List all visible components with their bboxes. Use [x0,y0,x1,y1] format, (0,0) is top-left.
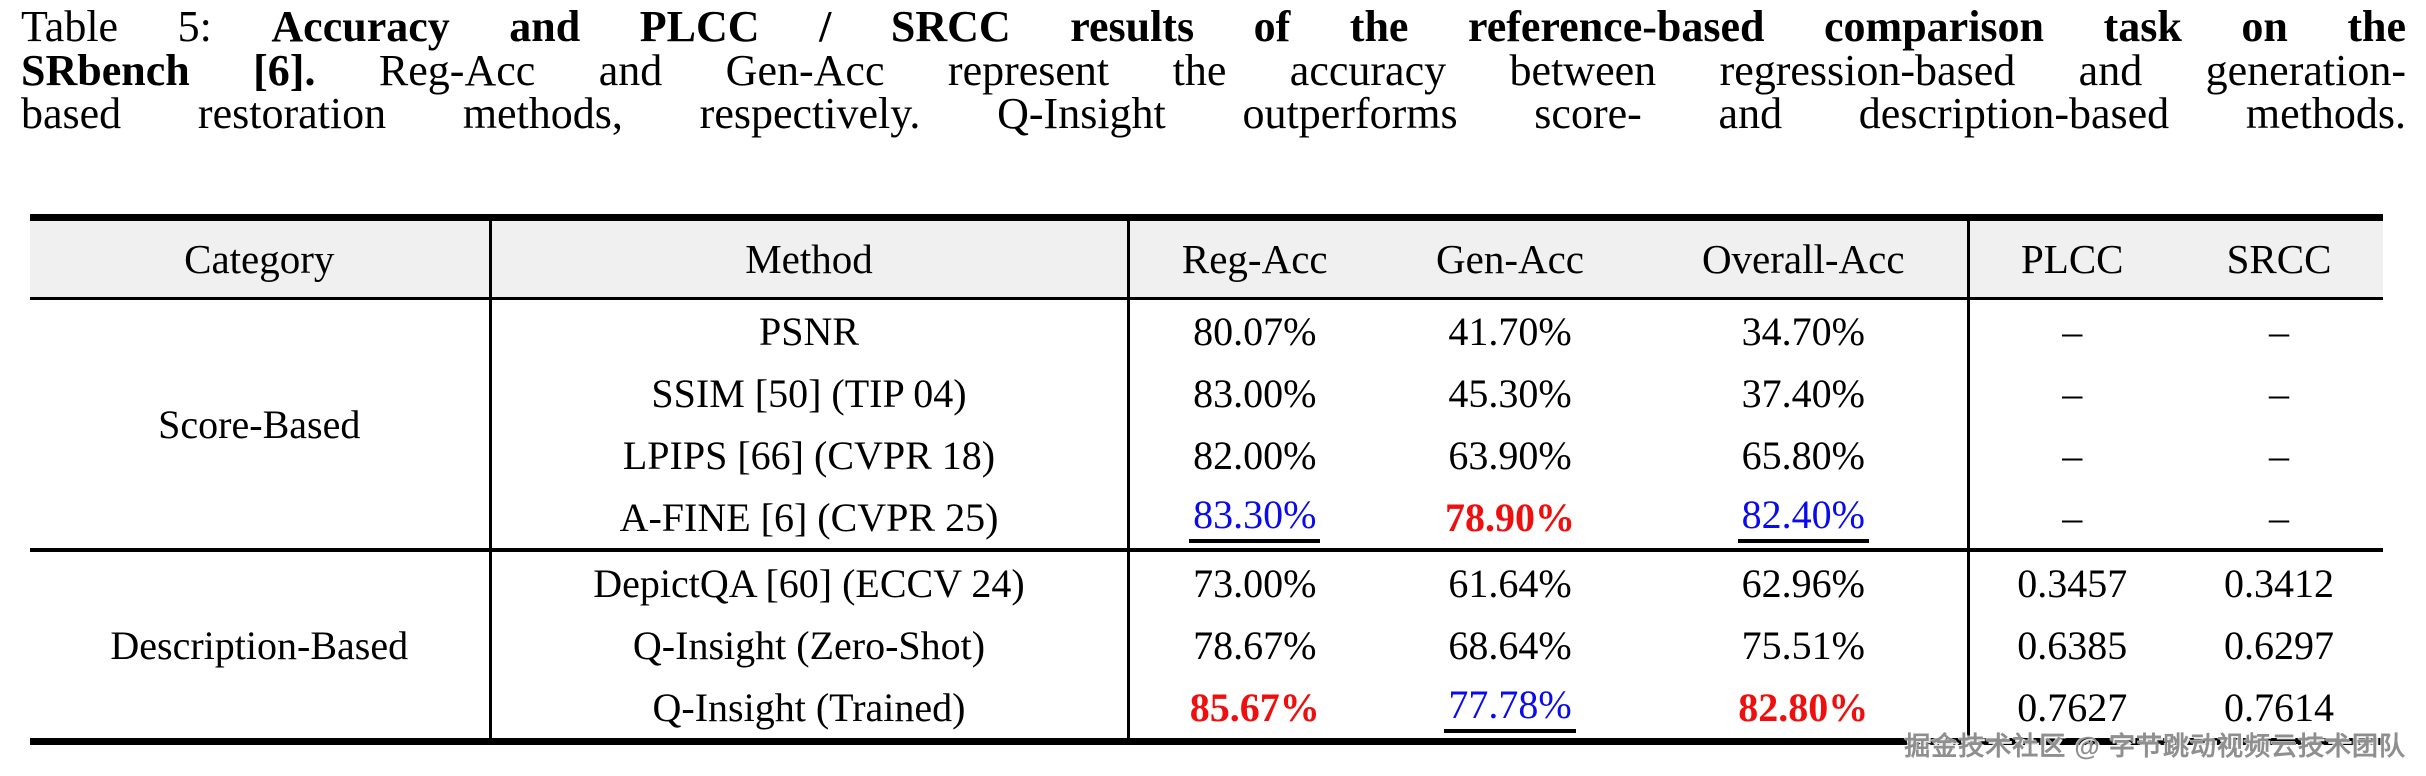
value-cell: 0.7614 [2224,684,2334,730]
watermark: 掘金技术社区 @ 字节跳动视频云技术团队 [1904,731,2406,761]
value-cell: 0.3412 [2175,548,2383,614]
method-cell: SSIM [50] (TIP 04) [490,362,1130,424]
value-cell: – [2062,308,2083,354]
value-cell: 65.80% [1640,424,1970,486]
caption-text: based restoration methods, respectively.… [21,89,2406,138]
col-header-reg-acc: Reg-Acc [1128,217,1380,300]
caption-line: Table 5: Accuracy and PLCC / SRCC result… [21,5,2406,49]
value-cell: 68.64% [1448,622,1572,668]
second-best-value: 77.78% [1444,684,1576,733]
table-row: Description-Based DepictQA [60] (ECCV 24)… [30,548,2383,742]
table-row: LPIPS [66] (CVPR 18) 82.00% 63.90% 65.80% – – [30,424,2383,486]
value-cell: 0.7627 [2017,684,2128,730]
caption-line: SRbench [6]. Reg-Acc and Gen-Acc represe… [21,45,2406,95]
value-cell: 0.6385 [2017,622,2128,668]
best-value: 85.67% [1189,684,1320,730]
method-cell: PSNR [490,298,1130,362]
value-cell: 0.6297 [2224,622,2334,668]
method-cell: LPIPS [66] (CVPR 18) [490,424,1130,486]
value-cell: – [2062,494,2083,540]
value-cell: 83.00% [1193,370,1317,416]
category-cell: Description-Based [30,548,492,742]
value-cell: – [2269,494,2289,540]
best-value: 78.90% [1445,494,1575,540]
table-row: A-FINE [6] (CVPR 25) 83.30% 78.90% 82.40% – – [30,486,2383,550]
category-cell: Score-Based [30,298,492,550]
value-cell: 85.67% [1128,676,1380,742]
second-best-value: 83.30% [1189,494,1321,543]
second-best-value: 82.40% [1737,494,1869,543]
method-cell: A-FINE [6] (CVPR 25) [490,486,1130,550]
value-cell: – [2062,432,2083,478]
value-cell: 83.30% [1128,486,1380,550]
caption-bold-text: Accuracy and PLCC / SRCC results of the … [271,2,2407,51]
table-row: SSIM [50] (TIP 04) 83.00% 45.30% 37.40% – – [30,362,2383,424]
col-header-overall-acc: Overall-Acc [1640,217,1970,300]
caption-bold-text: SRbench [6]. [21,45,316,95]
value-cell: 45.30% [1448,370,1572,416]
header-row: Category Method Reg-Acc Gen-Acc Overall-… [30,217,2383,300]
value-cell: – [2269,308,2289,354]
table-caption: Table 5: Accuracy and PLCC / SRCC result… [21,5,2406,136]
value-cell: 78.67% [1193,622,1317,668]
value-cell: 63.90% [1448,432,1572,478]
value-cell: 62.96% [1640,548,1970,614]
best-value: 82.80% [1738,684,1869,730]
value-cell: 77.78% [1380,676,1640,742]
table-row: Score-Based PSNR 80.07% 41.70% 34.70% – – [30,298,2383,550]
col-header-srcc: SRCC [2175,217,2383,300]
value-cell: 78.90% [1380,486,1640,550]
col-header-category: Category [30,217,492,300]
value-cell: 0.3457 [1968,548,2175,614]
value-cell: 80.07% [1193,308,1317,354]
value-cell: 82.40% [1640,486,1970,550]
value-cell: 75.51% [1640,614,1970,676]
value-cell: 73.00% [1128,548,1380,614]
col-header-method: Method [490,217,1130,300]
value-cell: 34.70% [1640,298,1970,362]
method-cell: Q-Insight (Zero-Shot) [490,614,1130,676]
value-cell: 82.00% [1193,432,1317,478]
caption-line: based restoration methods, respectively.… [21,92,2406,136]
value-cell: – [2269,370,2289,416]
value-cell: – [2269,432,2289,478]
value-cell: – [2062,370,2083,416]
col-header-plcc: PLCC [1968,217,2175,300]
value-cell: 82.80% [1640,676,1970,742]
results-table: Category Method Reg-Acc Gen-Acc Overall-… [30,214,2383,745]
value-cell: 41.70% [1448,308,1572,354]
table-row: Q-Insight (Trained) 85.67% 77.78% 82.80% 0.7… [30,676,2383,742]
caption-text: Table 5: [21,2,272,51]
method-cell: DepictQA [60] (ECCV 24) [490,548,1130,614]
table-row: Q-Insight (Zero-Shot) 78.67% 68.64% 75.51% 0… [30,614,2383,676]
method-cell: Q-Insight (Trained) [490,676,1130,742]
value-cell: 37.40% [1640,362,1970,424]
caption-text: Reg-Acc and Gen-Acc represent the accura… [315,45,2406,95]
value-cell: 61.64% [1380,548,1640,614]
col-header-gen-acc: Gen-Acc [1380,217,1640,300]
